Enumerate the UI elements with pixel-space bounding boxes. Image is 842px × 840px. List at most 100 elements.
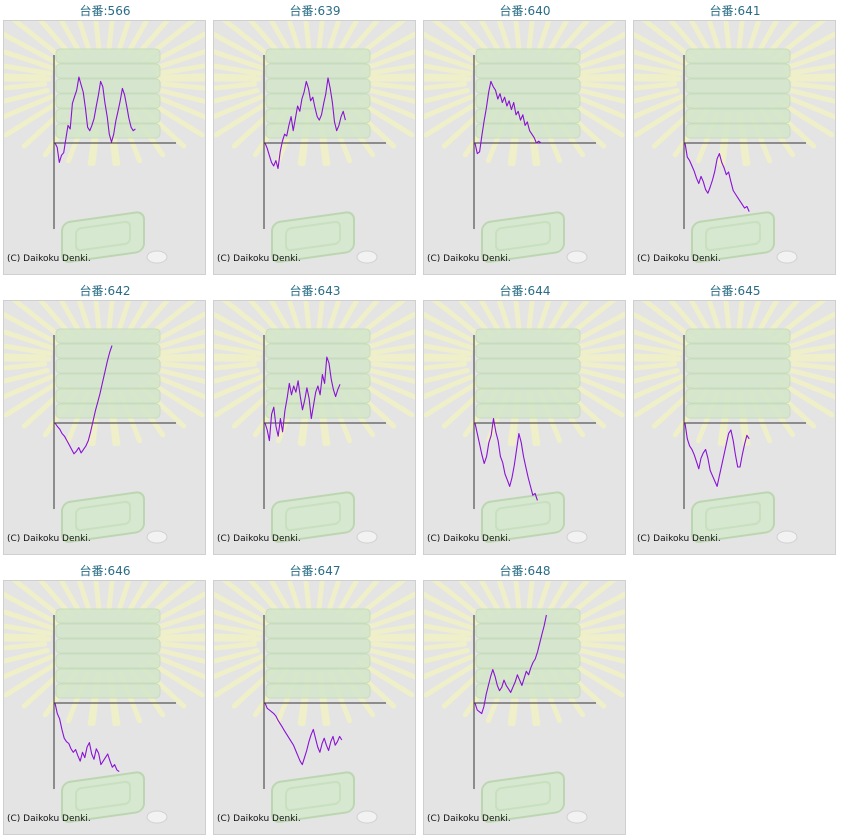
bg-ray — [214, 654, 265, 680]
bg-ray — [513, 21, 522, 52]
machine-title[interactable]: 台番:643 — [289, 284, 341, 298]
bg-tray-inner — [705, 220, 761, 252]
bg-ray — [303, 301, 312, 332]
bg-ray — [4, 94, 55, 120]
bg-ray — [526, 301, 535, 332]
bg-ray — [424, 659, 482, 698]
bg-ray — [11, 21, 66, 62]
bg-ray — [148, 311, 205, 346]
bg-box — [55, 653, 161, 669]
bg-ray — [37, 581, 74, 618]
bg-ray — [268, 581, 292, 615]
bg-ray — [746, 301, 762, 333]
bg-ray — [214, 647, 260, 664]
bg-box — [685, 123, 791, 139]
bg-ray — [634, 361, 678, 371]
bg-ray — [336, 301, 360, 335]
bg-ray — [634, 87, 680, 104]
chart-panel: (C) Daikoku Denki. — [423, 300, 626, 555]
bg-ray — [93, 301, 102, 332]
bg-ray — [160, 361, 205, 371]
bg-ray — [756, 301, 780, 335]
bg-ray — [158, 367, 205, 385]
chart-cell: 台番:645 (C) Daikoku Denki. — [630, 280, 840, 560]
chart-panel: (C) Daikoku Denki. — [3, 580, 206, 835]
machine-title[interactable]: 台番:648 — [499, 564, 551, 578]
chart-svg — [4, 301, 205, 544]
bg-box — [55, 608, 161, 624]
machine-title[interactable]: 台番:646 — [79, 564, 131, 578]
bg-coin — [566, 810, 588, 824]
bg-ray — [93, 581, 102, 612]
chart-panel: (C) Daikoku Denki. — [633, 300, 836, 555]
machine-title[interactable]: 台番:639 — [289, 4, 341, 18]
bg-ray — [362, 328, 415, 351]
bg-ray — [152, 328, 205, 351]
bg-ray — [148, 31, 205, 66]
data-line — [474, 418, 538, 501]
bg-ray — [634, 99, 692, 138]
bg-tray-inner — [75, 500, 131, 532]
bg-coin — [776, 530, 798, 544]
data-line — [684, 142, 750, 212]
machine-title[interactable]: 台番:644 — [499, 284, 551, 298]
bg-ray — [496, 581, 512, 613]
bg-box — [685, 343, 791, 359]
bg-ray — [478, 21, 502, 55]
bg-ray — [526, 581, 535, 612]
bg-box — [475, 683, 581, 699]
bg-ray — [634, 353, 677, 360]
bg-ray — [764, 301, 801, 338]
bg-tray-inner — [75, 220, 131, 252]
bg-ray — [736, 21, 745, 52]
chart-panel: (C) Daikoku Denki. — [213, 20, 416, 275]
bg-ray — [161, 353, 205, 360]
bg-ray — [4, 641, 48, 651]
bg-ray — [76, 21, 92, 53]
bg-ray — [4, 49, 56, 71]
bg-box — [475, 358, 581, 374]
data-line — [264, 77, 346, 170]
machine-title[interactable]: 台番:647 — [289, 564, 341, 578]
bg-ray — [424, 87, 470, 104]
bg-box — [475, 653, 581, 669]
bg-ray — [526, 21, 535, 52]
bg-ray — [4, 311, 60, 346]
bg-ray — [667, 301, 704, 338]
bg-box — [265, 623, 371, 639]
bg-ray — [536, 21, 552, 53]
bg-ray — [424, 623, 473, 636]
bg-ray — [782, 48, 835, 71]
bg-ray — [4, 633, 47, 640]
copyright-text: (C) Daikoku Denki. — [637, 534, 721, 544]
bg-ray — [788, 367, 835, 385]
machine-title[interactable]: 台番:641 — [709, 4, 761, 18]
bg-coin — [776, 250, 798, 264]
machine-title[interactable]: 台番:640 — [499, 4, 551, 18]
bg-ray — [161, 73, 205, 80]
bg-ray — [247, 301, 284, 338]
bg-ray — [634, 63, 683, 76]
chart-cell: 台番:641 (C) Daikoku Denki. — [630, 0, 840, 280]
bg-ray — [160, 81, 205, 91]
machine-title[interactable]: 台番:645 — [709, 284, 761, 298]
machine-title[interactable]: 台番:642 — [79, 284, 131, 298]
bg-ray — [634, 49, 686, 71]
bg-ray — [634, 81, 678, 91]
bg-ray — [4, 647, 50, 664]
bg-ray — [791, 353, 835, 360]
bg-ray — [326, 301, 342, 333]
bg-ray — [316, 21, 325, 52]
bg-ray — [368, 87, 415, 105]
machine-title[interactable]: 台番:566 — [79, 4, 131, 18]
bg-ray — [634, 311, 690, 346]
bg-tray-inner — [285, 780, 341, 812]
bg-ray — [424, 73, 467, 80]
bg-box — [475, 403, 581, 419]
bg-ray — [573, 94, 625, 120]
bg-ray — [634, 343, 683, 356]
bg-ray — [575, 63, 625, 76]
bg-ray — [214, 94, 265, 120]
bg-ray — [634, 329, 686, 351]
bg-ray — [214, 633, 257, 640]
